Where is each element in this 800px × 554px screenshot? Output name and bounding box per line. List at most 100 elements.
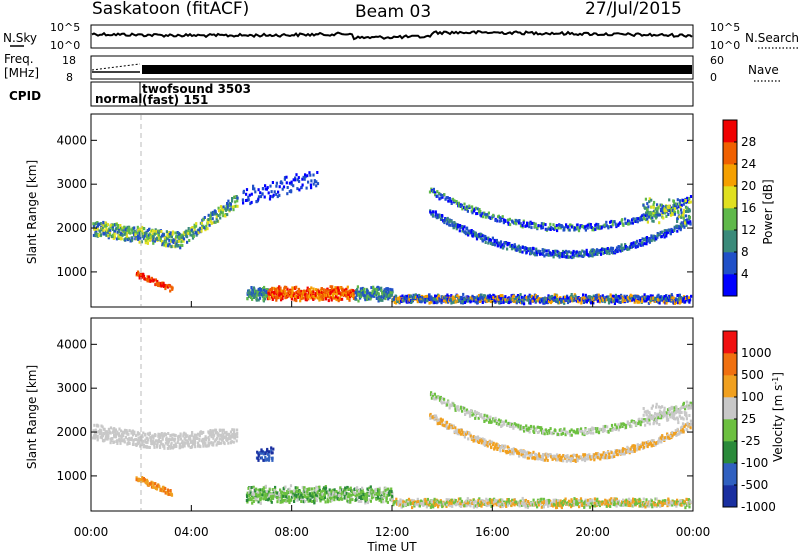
- range-cell: [150, 276, 153, 280]
- range-cell: [174, 437, 177, 441]
- range-cell: [480, 214, 483, 218]
- range-cell: [269, 499, 272, 503]
- range-cell: [208, 442, 211, 445]
- range-cell: [492, 213, 495, 217]
- range-cell: [160, 240, 164, 243]
- range-cell: [321, 489, 325, 493]
- range-cell: [107, 236, 110, 240]
- range-cell: [488, 497, 491, 501]
- range-cell: [672, 199, 675, 203]
- range-cell: [293, 493, 296, 497]
- range-cell: [256, 289, 259, 293]
- range-cell: [530, 226, 533, 230]
- range-cell: [585, 299, 588, 303]
- range-cell: [672, 206, 675, 210]
- range-cell: [424, 295, 427, 299]
- range-cell: [449, 504, 452, 508]
- range-cell: [397, 502, 400, 506]
- range-cell: [109, 426, 113, 430]
- range-cell: [621, 300, 624, 304]
- range-cell: [134, 438, 138, 441]
- range-cell: [558, 255, 561, 259]
- range-cell: [143, 231, 146, 235]
- range-cell: [652, 219, 655, 223]
- power-heatmap: [92, 171, 693, 306]
- range-cell: [133, 226, 136, 230]
- range-cell: [410, 299, 414, 303]
- range-cell: [681, 299, 684, 303]
- range-cell: [175, 235, 178, 239]
- range-cell: [460, 499, 463, 503]
- range-cell: [98, 432, 101, 436]
- range-cell: [566, 254, 569, 258]
- range-cell: [476, 207, 479, 211]
- freq-left-tick-top: 18: [62, 54, 76, 67]
- range-cell: [357, 292, 360, 296]
- range-cell: [424, 497, 427, 501]
- range-cell: [368, 295, 371, 299]
- power-colorbar-label: Power [dB]: [761, 179, 775, 244]
- range-cell: [676, 220, 679, 223]
- range-cell: [138, 240, 141, 244]
- range-cell: [432, 210, 435, 214]
- range-cell: [654, 214, 657, 218]
- range-cell: [211, 217, 214, 221]
- range-cell: [494, 295, 497, 299]
- range-cell: [665, 234, 668, 238]
- range-cell: [449, 198, 452, 201]
- range-cell: [309, 173, 312, 177]
- range-cell: [308, 171, 311, 175]
- range-cell: [112, 236, 115, 240]
- range-cell: [455, 200, 458, 203]
- range-cell: [127, 237, 131, 241]
- range-cell: [390, 487, 393, 491]
- range-cell: [116, 230, 119, 234]
- range-cell: [647, 205, 650, 209]
- range-cell: [286, 499, 289, 503]
- range-cell: [438, 191, 441, 195]
- range-cell: [439, 193, 442, 197]
- range-cell: [168, 284, 171, 288]
- range-cell: [227, 441, 230, 445]
- range-cell: [515, 222, 518, 226]
- range-cell: [168, 233, 171, 236]
- range-cell: [100, 436, 104, 440]
- range-cell: [185, 229, 188, 233]
- range-cell: [569, 298, 572, 302]
- range-cell: [513, 298, 516, 302]
- range-cell: [270, 500, 273, 504]
- range-cell: [430, 296, 433, 300]
- range-cell: [513, 503, 516, 507]
- range-cell: [268, 297, 271, 301]
- range-cell: [518, 219, 521, 222]
- range-cell: [478, 210, 481, 214]
- range-cell: [416, 294, 419, 298]
- range-cell: [309, 289, 312, 293]
- range-cell: [548, 501, 551, 505]
- range-cell: [233, 436, 236, 440]
- range-cell: [522, 219, 525, 223]
- range-cell: [326, 497, 329, 501]
- range-cell: [558, 253, 561, 257]
- range-cell: [337, 288, 340, 292]
- range-cell: [689, 220, 692, 224]
- range-cell: [388, 293, 391, 297]
- range-cell: [617, 222, 620, 226]
- range-cell: [680, 296, 684, 300]
- range-cell: [136, 225, 139, 229]
- range-cell: [288, 501, 291, 504]
- range-cell: [161, 283, 164, 287]
- range-cell: [468, 204, 471, 208]
- range-cell: [368, 498, 371, 502]
- range-cell: [386, 500, 389, 504]
- range-cell: [262, 298, 265, 302]
- range-cell: [484, 213, 487, 217]
- range-cell: [211, 213, 214, 217]
- range-cell: [274, 288, 278, 292]
- range-cell: [309, 498, 312, 502]
- range-cell: [686, 209, 689, 213]
- range-cell: [170, 235, 173, 238]
- range-cell: [221, 437, 224, 441]
- range-cell: [207, 222, 210, 226]
- range-cell: [172, 241, 175, 244]
